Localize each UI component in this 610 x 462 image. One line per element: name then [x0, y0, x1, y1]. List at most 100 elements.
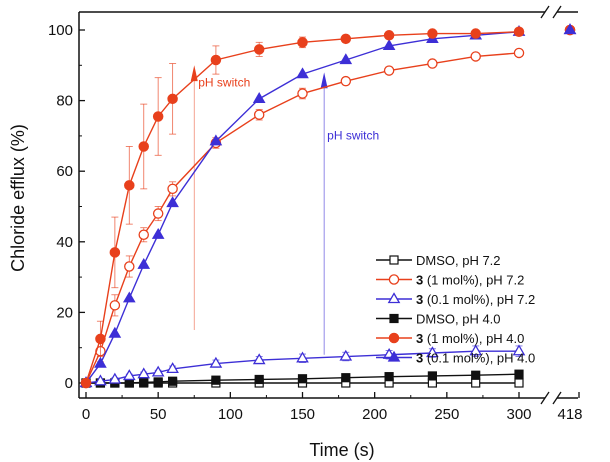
data-point — [138, 141, 149, 152]
ph-switch-label: pH switch — [327, 128, 379, 142]
data-point — [124, 180, 135, 191]
data-point — [109, 300, 121, 311]
data-point — [209, 356, 223, 368]
legend-label-text: (0.1 mol%), pH 4.0 — [423, 351, 535, 366]
data-point — [153, 377, 163, 387]
data-point — [253, 44, 265, 55]
data-point — [122, 291, 136, 303]
legend-item-3: 3 (0.1 mol%), pH 7.2 — [376, 292, 535, 307]
data-point — [109, 247, 121, 258]
data-point — [470, 51, 481, 62]
data-point — [427, 58, 438, 69]
legend-label-text: DMSO, pH 4.0 — [416, 312, 501, 327]
data-point — [152, 111, 164, 122]
break-point-group — [563, 23, 577, 36]
data-point — [167, 183, 178, 195]
data-point — [384, 372, 394, 382]
legend-label: 3 (1 mol%), pH 4.0 — [416, 331, 524, 346]
legend-item-6: 3 (0.1 mol%), pH 4.0 — [376, 351, 535, 366]
y-tick-label: 100 — [48, 22, 73, 39]
data-point — [151, 227, 165, 239]
data-point — [340, 33, 352, 45]
data-point — [253, 109, 265, 120]
legend-marker — [389, 313, 399, 324]
data-point — [167, 93, 178, 105]
y-tick-label: 20 — [56, 304, 73, 321]
data-point — [124, 261, 135, 272]
data-point — [122, 369, 136, 381]
legend-marker — [387, 350, 401, 362]
legend-label-text: (1 mol%), pH 7.2 — [423, 273, 524, 288]
y-axis-title: Chloride efflux (%) — [8, 124, 28, 272]
data-point — [469, 344, 483, 356]
data-point — [137, 367, 151, 379]
data-point — [513, 47, 525, 59]
axes: 0 20 40 60 80 100 0 50 100 150 200 250 300 418 — [48, 5, 583, 423]
legend-compound-number: 3 — [416, 273, 423, 288]
data-point — [139, 377, 149, 387]
data-point — [296, 67, 309, 79]
data-point — [80, 377, 92, 389]
annotations: pH switch pH switch — [190, 65, 379, 355]
data-point — [382, 39, 396, 51]
data-point — [470, 28, 481, 39]
data-point — [471, 378, 481, 388]
y-tick-label: 60 — [56, 163, 73, 180]
x-tick-label: 50 — [150, 406, 167, 423]
data-point — [95, 333, 106, 345]
legend-label-text: (1 mol%), pH 4.0 — [423, 331, 524, 346]
data-point — [252, 353, 266, 365]
data-point — [513, 26, 525, 38]
legend: DMSO, pH 7.23 (1 mol%), pH 7.23 (0.1 mol… — [376, 253, 535, 366]
series-5 — [80, 26, 525, 389]
legend-label: 3 (0.1 mol%), pH 4.0 — [416, 351, 535, 366]
data-point — [427, 28, 438, 39]
axis-break-mark — [552, 391, 562, 405]
legend-compound-number: 3 — [416, 351, 423, 366]
legend-marker — [389, 255, 399, 265]
axis-break-mark — [540, 391, 550, 405]
legend-label: 3 (1 mol%), pH 7.2 — [416, 273, 524, 288]
data-point — [210, 54, 222, 66]
data-point — [254, 374, 264, 385]
axis-break-mark — [540, 5, 550, 19]
data-point — [166, 196, 179, 208]
legend-label-text: DMSO, pH 7.2 — [416, 253, 501, 268]
data-point — [94, 374, 107, 386]
legend-marker — [387, 292, 401, 304]
x-tick-label: 300 — [506, 406, 531, 423]
y-tick-label: 80 — [56, 93, 73, 110]
data-point — [94, 356, 107, 368]
data-point — [427, 371, 437, 381]
x-tick-label: 200 — [362, 406, 387, 423]
legend-label: DMSO, pH 7.2 — [416, 253, 501, 268]
data-point — [383, 65, 395, 76]
data-point — [211, 375, 221, 385]
data-point — [151, 365, 165, 377]
series-group — [79, 23, 577, 389]
data-point — [108, 372, 122, 384]
x-tick-label: 100 — [218, 406, 243, 423]
data-point — [297, 37, 308, 48]
x-tick-label: 150 — [290, 406, 315, 423]
data-point — [341, 373, 351, 383]
y-tick-label: 40 — [56, 234, 73, 251]
x-tick-label: 0 — [82, 406, 90, 423]
legend-label-text: (0.1 mol%), pH 7.2 — [423, 292, 535, 307]
legend-marker — [388, 332, 400, 344]
legend-marker — [388, 274, 400, 285]
data-point — [297, 88, 308, 99]
series-3 — [79, 344, 526, 388]
data-point — [512, 344, 526, 356]
data-point — [471, 370, 481, 380]
data-point — [296, 351, 309, 363]
legend-item-2: 3 (1 mol%), pH 7.2 — [376, 273, 524, 288]
data-point — [168, 376, 178, 386]
data-point — [563, 23, 577, 35]
data-point — [426, 346, 439, 358]
data-point — [514, 369, 524, 379]
data-point — [383, 30, 395, 41]
data-point — [340, 75, 352, 87]
data-point — [124, 378, 134, 388]
